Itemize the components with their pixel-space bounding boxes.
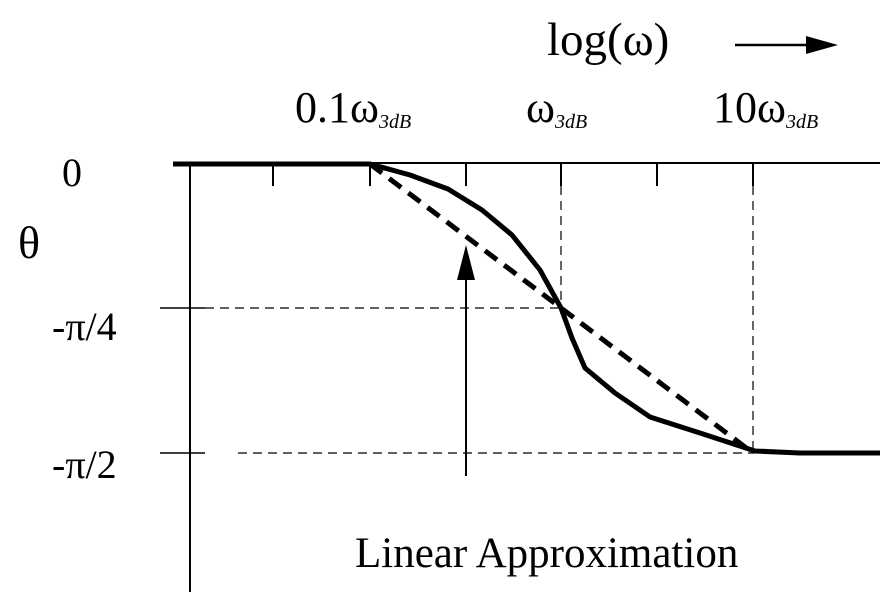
x-tick-label-base: 0.1ω — [295, 83, 379, 132]
annotation-label: Linear Approximation — [355, 530, 738, 577]
annotation-arrow-head — [457, 245, 475, 280]
x-tick-label-base: 10ω — [713, 83, 786, 132]
x-tick-label: 10ω3dB — [713, 83, 818, 133]
guide-lines — [205, 186, 755, 454]
x-tick-label-sub: 3dB — [785, 111, 818, 133]
x-tick-label-sub: 3dB — [554, 111, 587, 133]
x-tick-label: 0.1ω3dB — [295, 83, 411, 133]
x-tick-label-base: ω — [526, 83, 555, 132]
y-tick-label: 0 — [62, 150, 82, 195]
linear-approximation-line — [368, 162, 755, 455]
y-tick-marks — [160, 307, 205, 454]
y-tick-label: -π/4 — [52, 304, 117, 349]
x-tick-label: ω3dB — [526, 83, 587, 133]
x-tick-label-sub: 3dB — [378, 111, 411, 133]
x-axis-title: log(ω) — [547, 14, 669, 66]
y-tick-label: -π/2 — [52, 442, 117, 487]
y-axis-title: θ — [18, 217, 40, 268]
exact-phase-curve — [173, 161, 880, 456]
x-direction-arrow-head — [806, 36, 838, 54]
